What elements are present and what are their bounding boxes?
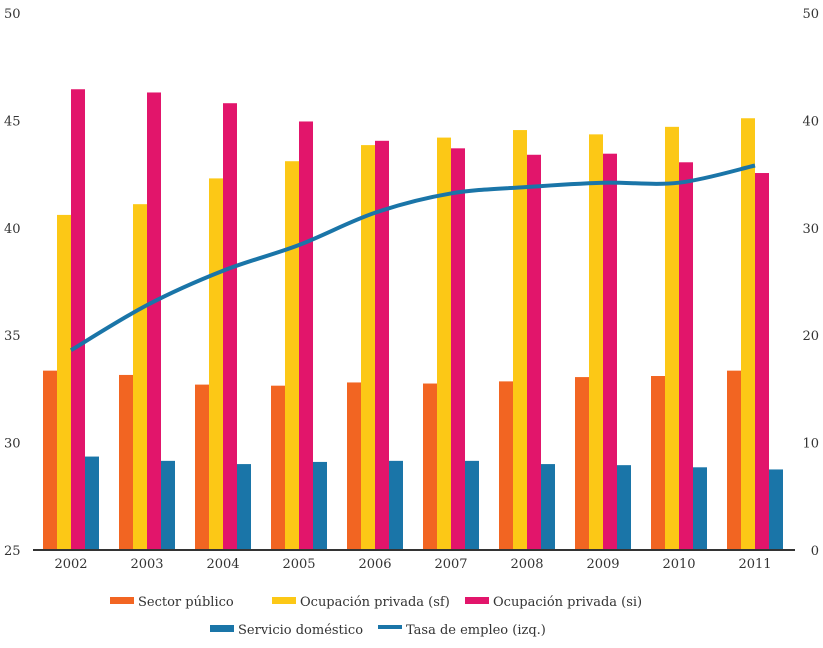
left-tick-label: 30 [4, 437, 21, 452]
bar-ocupaci-n-privada-sf- [665, 126, 679, 551]
bar-ocupaci-n-privada-si- [147, 92, 161, 550]
bar-sector-p-blico [119, 374, 133, 550]
bar-ocupaci-n-privada-si- [71, 89, 85, 550]
bar-ocupaci-n-privada-sf- [589, 134, 603, 550]
bar-sector-p-blico [499, 381, 513, 550]
legend-label: Tasa de empleo (izq.) [406, 623, 546, 638]
bar-servicio-dom-stico [693, 467, 707, 550]
x-tick-label: 2006 [358, 557, 391, 572]
legend-label: Sector público [138, 595, 234, 610]
right-tick-label: 30 [802, 222, 819, 237]
bar-ocupaci-n-privada-si- [527, 154, 541, 550]
left-tick-label: 50 [4, 7, 21, 22]
x-tick-label: 2004 [206, 557, 239, 572]
bar-sector-p-blico [195, 384, 209, 550]
bar-ocupaci-n-privada-sf- [209, 178, 223, 550]
bar-servicio-dom-stico [541, 464, 555, 550]
bar-servicio-dom-stico [465, 460, 479, 550]
bar-ocupaci-n-privada-sf- [437, 137, 451, 551]
bar-ocupaci-n-privada-si- [299, 121, 313, 550]
left-tick-label: 40 [4, 222, 21, 237]
bar-sector-p-blico [271, 385, 285, 550]
bar-ocupaci-n-privada-si- [451, 148, 465, 550]
bar-sector-p-blico [727, 370, 741, 550]
bar-ocupaci-n-privada-sf- [741, 118, 755, 550]
bar-sector-p-blico [423, 383, 437, 550]
bar-ocupaci-n-privada-sf- [285, 161, 299, 550]
right-tick-label: 40 [802, 114, 819, 129]
legend-label: Ocupación privada (sf) [300, 595, 450, 610]
bar-servicio-dom-stico [161, 460, 175, 550]
right-tick-label: 0 [811, 544, 819, 559]
bar-ocupaci-n-privada-sf- [361, 145, 375, 551]
bar-ocupaci-n-privada-si- [375, 140, 389, 550]
bar-servicio-dom-stico [769, 469, 783, 550]
bar-servicio-dom-stico [237, 464, 251, 550]
bar-sector-p-blico [575, 377, 589, 550]
x-tick-label: 2008 [510, 557, 543, 572]
bar-servicio-dom-stico [617, 465, 631, 550]
left-tick-label: 45 [4, 114, 21, 129]
bar-servicio-dom-stico [389, 460, 403, 550]
bar-servicio-dom-stico [85, 456, 99, 550]
legend-swatch [272, 597, 296, 604]
bar-ocupaci-n-privada-si- [223, 103, 237, 550]
bar-sector-p-blico [347, 382, 361, 550]
bar-ocupaci-n-privada-si- [679, 162, 693, 550]
bar-servicio-dom-stico [313, 461, 327, 550]
x-tick-label: 2002 [54, 557, 87, 572]
bar-sector-p-blico [43, 370, 57, 550]
right-tick-label: 20 [802, 329, 819, 344]
bar-sector-p-blico [651, 376, 665, 550]
x-tick-label: 2005 [282, 557, 315, 572]
x-tick-label: 2003 [130, 557, 163, 572]
x-tick-label: 2009 [586, 557, 619, 572]
bar-ocupaci-n-privada-si- [755, 173, 769, 550]
right-tick-label: 50 [802, 7, 819, 22]
legend-swatch [210, 625, 234, 632]
bar-ocupaci-n-privada-sf- [513, 130, 527, 551]
line-tasa-de-empleo [69, 163, 756, 352]
legend-swatch [110, 597, 134, 604]
x-tick-label: 2010 [662, 557, 695, 572]
legend-label: Servicio doméstico [238, 623, 363, 638]
right-tick-label: 10 [802, 437, 819, 452]
x-tick-label: 2011 [738, 557, 771, 572]
bar-ocupaci-n-privada-sf- [57, 214, 71, 551]
bar-ocupaci-n-privada-sf- [133, 204, 147, 550]
bar-ocupaci-n-privada-si- [603, 153, 617, 550]
legend-swatch [378, 625, 402, 629]
left-tick-label: 35 [4, 329, 21, 344]
legend-label: Ocupación privada (si) [493, 595, 642, 610]
x-tick-label: 2007 [434, 557, 467, 572]
left-tick-label: 25 [4, 544, 21, 559]
legend-swatch [465, 597, 489, 604]
